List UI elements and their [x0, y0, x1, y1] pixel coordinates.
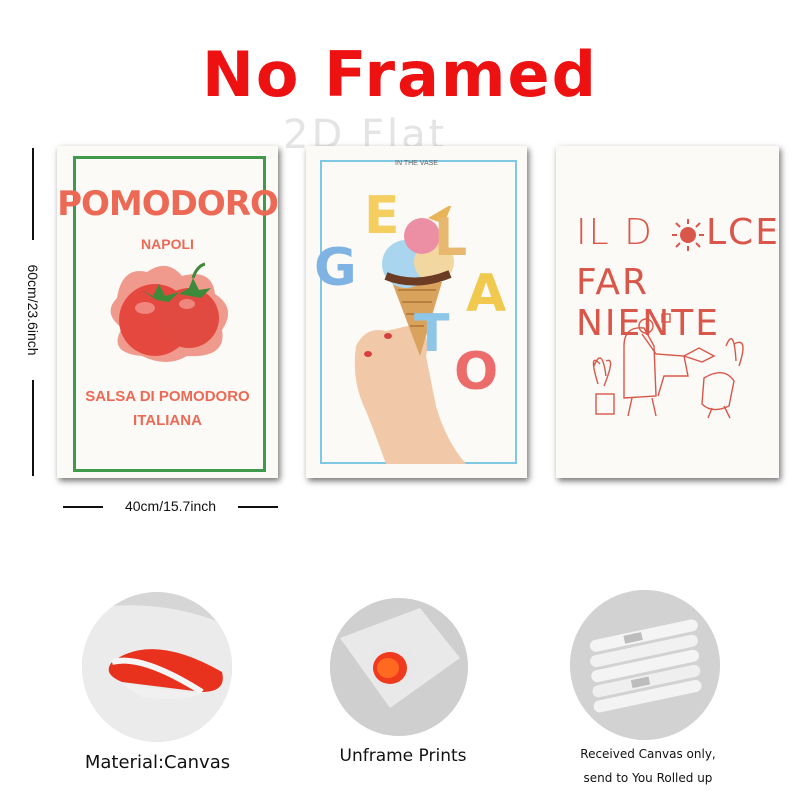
dolce-line2: FAR NIENTE — [576, 262, 720, 344]
pomodoro-tagline-1: SALSA DI POMODORO — [85, 388, 250, 405]
dolce-line1-end: LCE — [706, 212, 780, 253]
gelato-letter-o: O — [454, 342, 499, 402]
feature-caption-unframe: Unframe Prints — [339, 746, 467, 766]
poster-gelato: IN THE VASE E L G L A T O — [306, 146, 527, 478]
feature-caption-rolled: Received Canvas only, send to You Rolled… — [560, 742, 736, 790]
page-title: No Framed — [202, 38, 598, 111]
relaxing-person-illustration — [592, 313, 744, 419]
rolled-canvas-photo — [570, 590, 720, 740]
poster-green-border — [73, 156, 266, 472]
pomodoro-title: POMODORO — [57, 184, 279, 224]
feature-caption-rolled-line1: Received Canvas only, — [580, 747, 716, 761]
feature-caption-material: Material:Canvas — [84, 752, 231, 773]
pomodoro-subtitle: NAPOLI — [141, 236, 194, 252]
gelato-letter-e: E — [364, 186, 400, 246]
poster-dolce-far-niente: IL D LCE FAR NIENTE — [556, 146, 779, 478]
poster-pomodoro: POMODORO NAPOLI SALSA DI POMODORO ITALIA… — [57, 146, 279, 478]
gelato-letter-a: A — [466, 264, 507, 324]
ice-cream-hand-illustration — [354, 206, 466, 464]
canvas-material-photo — [82, 592, 232, 742]
gelato-small-text: IN THE VASE — [395, 160, 438, 167]
feature-caption-rolled-line2: send to You Rolled up — [583, 771, 713, 785]
gelato-letter-t: T — [414, 304, 450, 364]
width-dimension-label: 40cm/15.7inch — [103, 498, 238, 514]
unframe-prints-photo — [330, 598, 468, 736]
tomato-illustration — [110, 262, 229, 362]
gelato-letter-g: G — [314, 238, 357, 298]
sun-icon — [672, 219, 704, 251]
dolce-line1-start: IL D — [576, 212, 654, 253]
height-dimension-label: 60cm/23.6inch — [25, 240, 41, 380]
gelato-letter-l1: L — [434, 208, 468, 268]
pomodoro-tagline-2: ITALIANA — [133, 412, 202, 429]
